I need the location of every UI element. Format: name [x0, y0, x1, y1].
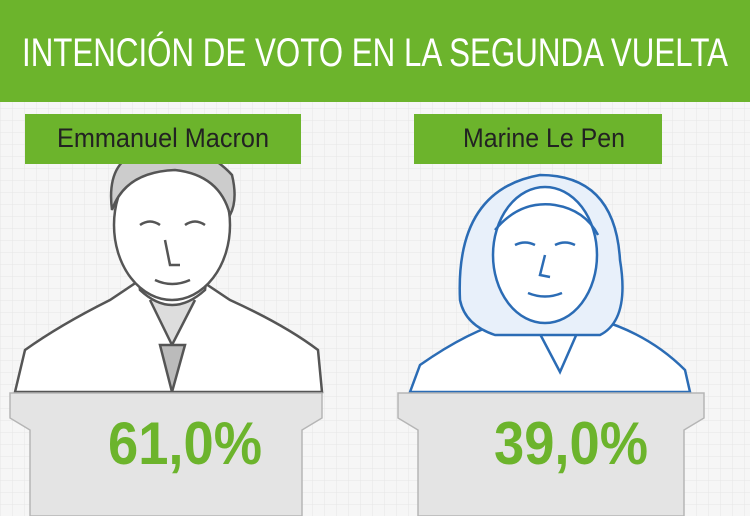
header-bar — [0, 0, 750, 102]
name-box — [25, 114, 301, 164]
result-value: 61,0% — [108, 410, 262, 477]
result-value: 39,0% — [494, 410, 648, 477]
result-box — [9, 392, 323, 516]
candidate-name: Emmanuel Macron — [57, 123, 269, 153]
candidate-name: Marine Le Pen — [463, 123, 625, 153]
title: INTENCIÓN DE VOTO EN LA SEGUNDA VUELTA — [22, 30, 728, 75]
result-box — [397, 392, 705, 516]
portrait-macron — [13, 146, 324, 397]
portrait-le-pen — [408, 173, 692, 394]
name-box — [414, 114, 662, 164]
